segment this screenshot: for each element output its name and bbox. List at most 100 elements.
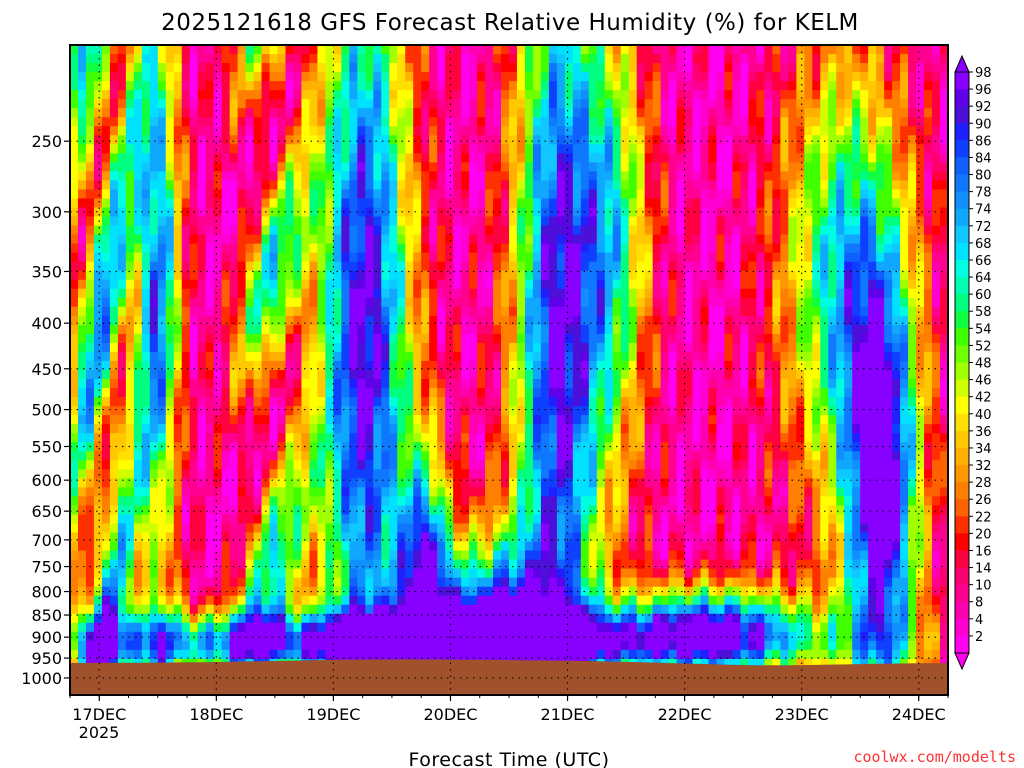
field-cell [580,604,590,615]
field-cell [261,270,271,281]
field-cell [564,370,574,380]
field-cell [389,388,398,398]
field-cell [149,135,159,145]
field-cell [237,324,247,335]
field-cell [540,415,550,425]
field-cell [437,171,446,182]
field-cell [588,631,598,642]
field-cell [485,523,494,534]
field-cell [293,532,303,543]
field-cell [556,595,566,606]
field-cell [269,63,279,73]
field-cell [189,324,199,335]
field-cell [117,189,127,200]
field-cell [149,451,159,461]
field-cell [516,397,526,407]
field-cell [293,649,303,660]
field-cell [141,523,151,534]
field-cell [437,108,446,118]
field-cell [413,595,422,606]
field-cell [516,189,526,200]
field-cell [117,406,127,416]
field-cell [413,54,422,64]
field-cell [77,487,87,497]
field-cell [620,270,630,281]
field-cell [197,360,207,371]
field-cell [469,180,478,191]
field-cell [141,541,151,552]
field-cell [165,433,175,443]
field-cell [317,72,327,82]
field-cell [125,397,135,407]
field-cell [197,333,207,344]
field-cell [620,297,630,308]
field-cell [293,640,303,651]
field-cell [501,559,510,570]
field-cell [524,117,534,127]
field-cell [293,234,303,245]
field-cell [181,225,191,236]
field-cell [101,577,111,588]
field-cell [580,252,590,263]
field-cell [285,640,295,651]
field-cell [141,433,151,443]
field-cell [405,108,414,118]
field-cell [277,622,287,633]
field-cell [556,216,566,227]
field-cell [237,72,247,82]
field-cell [501,216,510,227]
field-cell [445,622,454,633]
field-cell [413,631,422,642]
field-cell [477,351,486,362]
field-cell [197,586,207,597]
field-cell [397,379,406,389]
field-cell [77,478,87,488]
field-cell [325,415,334,425]
field-cell [205,99,215,109]
field-cell [221,279,231,290]
field-cell [70,649,79,660]
field-cell [381,153,390,163]
field-cell [516,81,526,91]
field-cell [516,541,526,552]
field-cell [293,388,303,398]
field-cell [189,360,199,371]
field-cell [77,198,87,209]
field-cell [445,433,454,443]
field-cell [173,198,183,209]
field-cell [572,360,582,371]
field-cell [572,406,582,416]
field-cell [453,72,462,82]
field-cell [197,108,207,118]
field-cell [604,153,614,163]
field-cell [516,604,526,615]
field-cell [325,604,334,615]
field-cell [197,613,207,624]
field-cell [580,180,590,191]
field-cell [437,306,446,317]
field-cell [413,541,422,552]
field-cell [109,153,119,163]
field-cell [245,640,255,651]
field-cell [397,252,406,263]
field-cell [580,370,590,380]
field-cell [365,351,374,362]
field-cell [461,496,470,507]
field-cell [93,261,103,272]
field-cell [461,351,470,362]
field-cell [596,297,606,308]
field-cell [445,117,454,127]
field-cell [165,613,175,624]
field-cell [477,604,486,615]
field-cell [269,496,279,507]
field-cell [485,433,494,443]
field-cell [221,108,231,118]
field-cell [564,81,574,91]
field-cell [453,333,462,344]
field-cell [501,63,510,73]
field-cell [365,279,374,290]
field-cell [532,108,542,118]
field-cell [181,496,191,507]
field-cell [485,162,494,172]
field-cell [109,541,119,552]
